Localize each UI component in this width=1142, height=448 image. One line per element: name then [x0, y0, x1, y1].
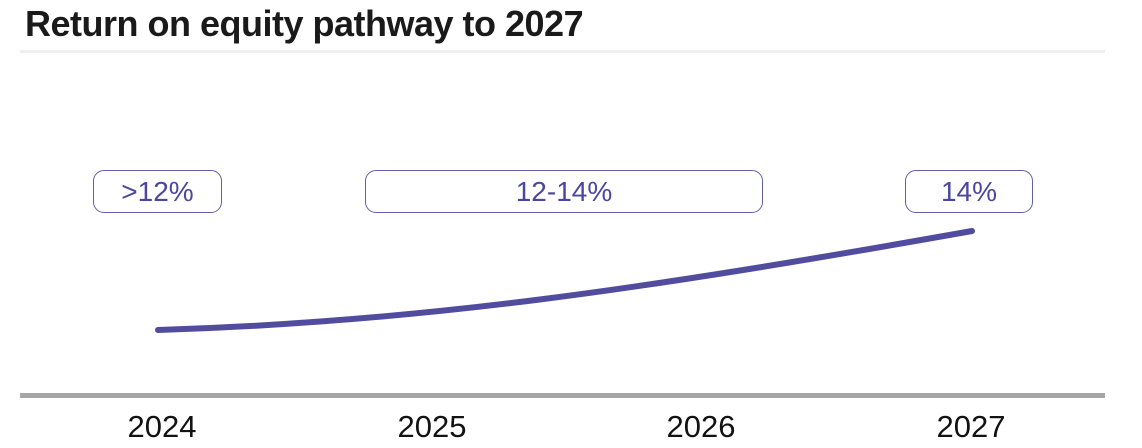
- chart-title: Return on equity pathway to 2027: [25, 3, 584, 44]
- x-tick-2026: 2026: [666, 409, 736, 444]
- roe-badge-2027-label: 14%: [940, 175, 998, 207]
- x-tick-2025: 2025: [397, 409, 467, 444]
- roe-trend-line-path: [155, 228, 975, 333]
- x-tick-2024: 2024: [127, 409, 197, 444]
- title-divider: [20, 50, 1105, 53]
- roe-badge-2027: 14%: [905, 170, 1033, 213]
- roe-badge-2024-label: >12%: [121, 175, 194, 207]
- roe-badge-2024: >12%: [93, 170, 222, 213]
- x-tick-2027: 2027: [936, 409, 1006, 444]
- roe-badge-2025-2026: 12-14%: [365, 170, 763, 213]
- roe-badge-2025-2026-label: 12-14%: [515, 175, 613, 207]
- x-axis-line: [20, 393, 1105, 398]
